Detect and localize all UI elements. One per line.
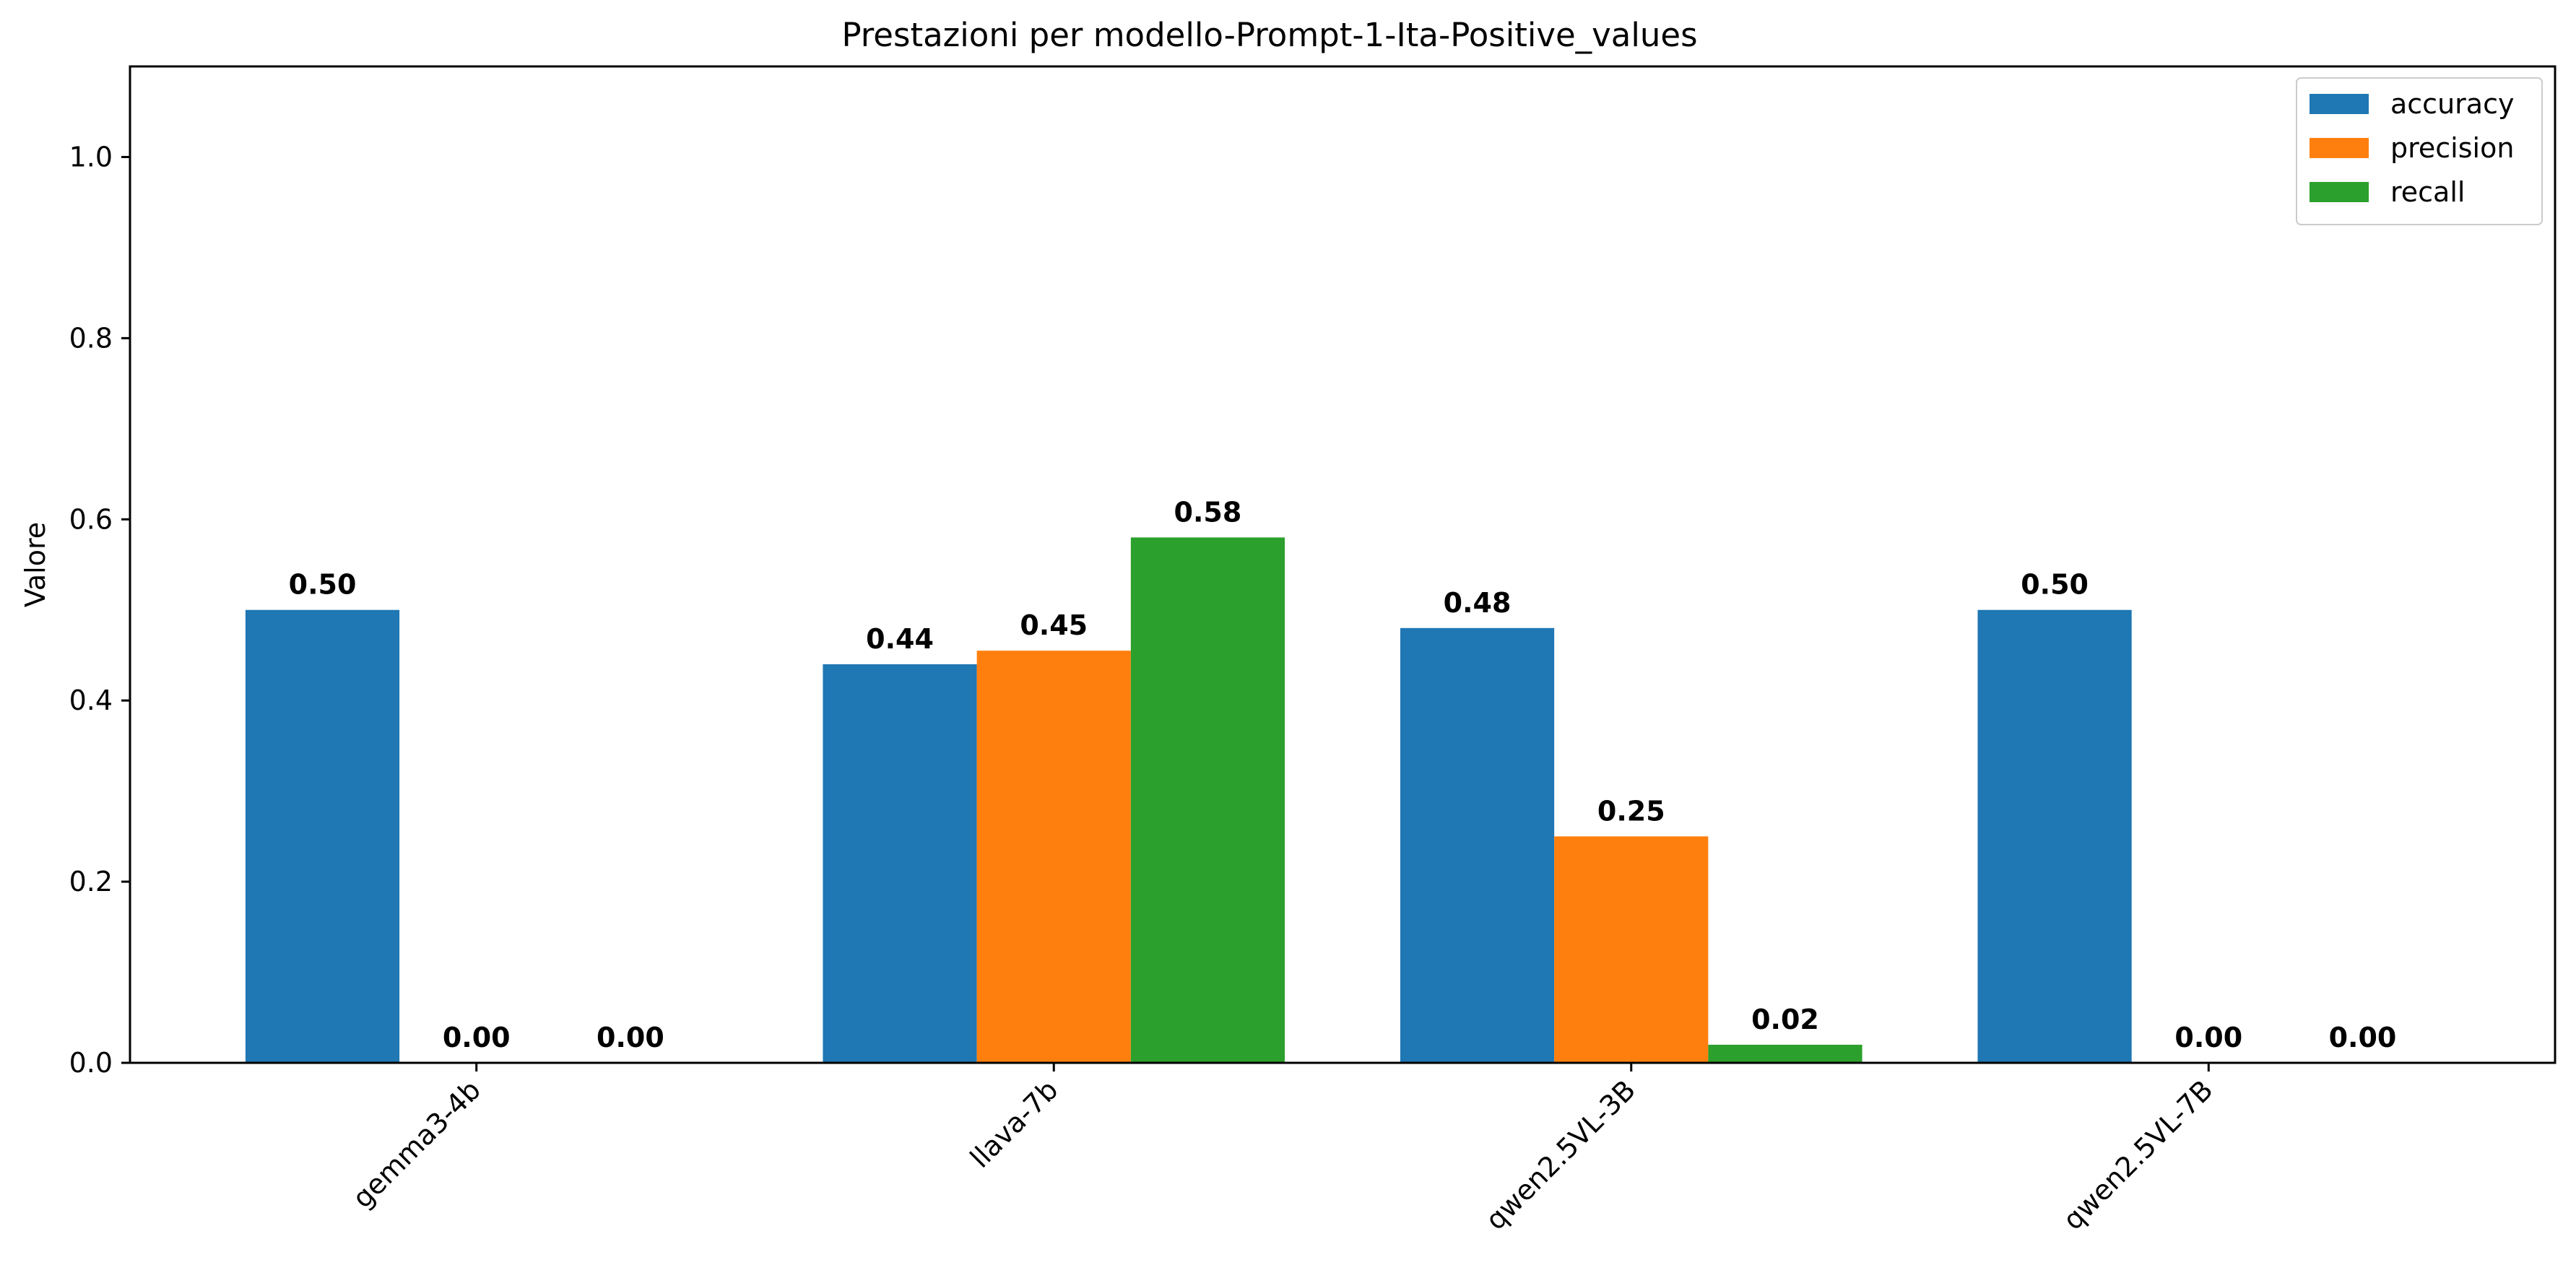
x-tick-label: llava-7b	[964, 1074, 1064, 1174]
data-label-recall-qwen2.5VL-3B: 0.02	[1751, 1004, 1819, 1035]
bar-accuracy-qwen2.5VL-3B	[1400, 627, 1555, 1063]
data-labels-layer: 0.50 0.44 0.48 0.50 0.00 0.45 0.25 0.00 0.00 0.58…	[289, 496, 2397, 1053]
x-tick-label: qwen2.5VL-3B	[1480, 1074, 1642, 1236]
y-tick-label: 0.8	[69, 322, 113, 354]
legend-label-precision: precision	[2390, 132, 2514, 164]
legend-label-recall: recall	[2390, 176, 2465, 208]
data-label-precision-gemma3-4b: 0.00	[443, 1022, 511, 1053]
data-label-accuracy-qwen2.5VL-7B: 0.50	[2021, 569, 2089, 601]
y-axis: 0.0 0.2 0.4 0.6 0.8 1.0	[69, 141, 130, 1079]
data-label-precision-llava-7b: 0.45	[1020, 609, 1088, 641]
legend-label-accuracy: accuracy	[2390, 88, 2514, 120]
chart-title: Prestazioni per modello-Prompt-1-Ita-Pos…	[841, 16, 1697, 54]
y-tick-label: 0.2	[69, 866, 113, 897]
legend-swatch-accuracy	[2310, 94, 2369, 114]
y-tick-label: 0.6	[69, 503, 113, 535]
bar-precision-llava-7b	[976, 651, 1131, 1063]
x-tick-label: gemma3-4b	[347, 1074, 487, 1214]
x-axis: gemma3-4b llava-7b qwen2.5VL-3B qwen2.5VL-7…	[347, 1063, 2219, 1236]
bar-accuracy-llava-7b	[823, 664, 977, 1063]
plot-frame	[129, 65, 2557, 1064]
data-label-recall-qwen2.5VL-7B: 0.00	[2329, 1022, 2397, 1053]
legend-swatch-precision	[2310, 138, 2369, 158]
data-label-accuracy-qwen2.5VL-3B: 0.48	[1444, 587, 1512, 619]
data-label-accuracy-gemma3-4b: 0.50	[289, 569, 357, 601]
x-tick-label: qwen2.5VL-7B	[2057, 1074, 2219, 1236]
y-axis-label: Valore	[19, 522, 51, 607]
bar-precision-qwen2.5VL-3B	[1554, 836, 1709, 1063]
bar-accuracy-qwen2.5VL-7B	[1977, 609, 2132, 1063]
legend: accuracy precision recall	[2296, 77, 2543, 225]
y-tick-label: 0.0	[69, 1047, 113, 1079]
bar-accuracy-gemma3-4b	[245, 609, 400, 1063]
y-tick-label: 0.4	[69, 684, 113, 716]
bar-recall-qwen2.5VL-3B	[1708, 1044, 1862, 1063]
data-label-recall-llava-7b: 0.58	[1174, 496, 1242, 528]
y-tick-label: 1.0	[69, 141, 113, 173]
bars-layer	[245, 537, 2132, 1063]
data-label-recall-gemma3-4b: 0.00	[597, 1022, 664, 1053]
bar-recall-llava-7b	[1130, 537, 1285, 1063]
data-label-precision-qwen2.5VL-3B: 0.25	[1597, 795, 1665, 827]
legend-swatch-recall	[2310, 182, 2369, 202]
data-label-accuracy-llava-7b: 0.44	[866, 623, 934, 655]
data-label-precision-qwen2.5VL-7B: 0.00	[2174, 1022, 2242, 1053]
